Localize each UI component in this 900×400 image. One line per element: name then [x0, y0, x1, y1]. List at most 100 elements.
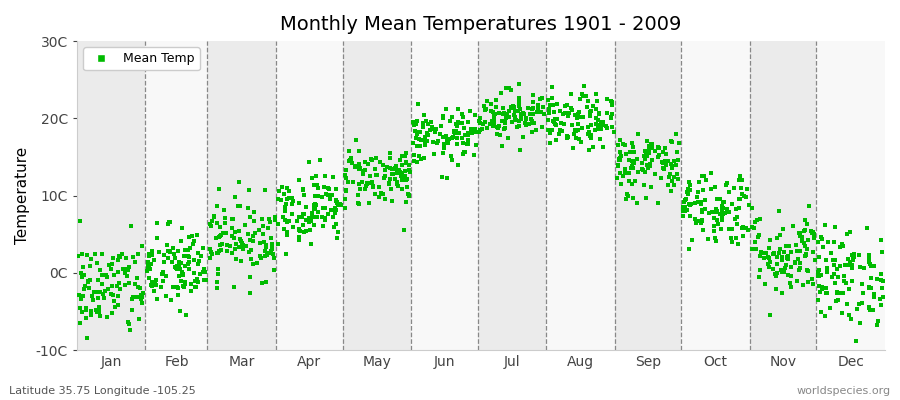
Point [580, 104, 595, 110]
Point [676, 204, 690, 211]
Point [292, 234, 306, 241]
Point [508, 114, 522, 121]
Point [307, 182, 321, 188]
Point [795, 238, 809, 245]
Point [867, 263, 881, 270]
Point [665, 165, 680, 171]
Point [427, 126, 441, 132]
Point [772, 232, 787, 238]
Point [418, 134, 432, 140]
Point [651, 144, 665, 150]
Point [531, 102, 545, 108]
Point [141, 264, 156, 270]
Point [844, 262, 859, 268]
Point [604, 98, 618, 104]
Point [92, 309, 106, 315]
Point [545, 118, 560, 124]
Point [436, 144, 451, 150]
Point [296, 185, 310, 192]
Point [125, 306, 140, 313]
Point [724, 201, 739, 207]
Point [858, 265, 872, 271]
Point [514, 116, 528, 122]
Point [612, 156, 626, 163]
Point [639, 152, 653, 159]
Point [508, 116, 522, 123]
Point [780, 254, 795, 260]
Point [407, 158, 421, 164]
Point [248, 209, 262, 215]
Point [295, 221, 310, 228]
Point [655, 159, 670, 166]
Point [820, 290, 834, 297]
Point [484, 118, 499, 124]
Point [178, 279, 193, 285]
Point [177, 247, 192, 253]
Point [563, 105, 578, 111]
Point [418, 138, 432, 144]
Point [135, 243, 149, 249]
Point [571, 127, 585, 134]
Point [108, 304, 122, 311]
Point [734, 173, 748, 179]
Point [402, 169, 417, 175]
Point [365, 182, 380, 189]
Point [694, 220, 708, 226]
Point [255, 280, 269, 286]
Point [285, 200, 300, 207]
Point [490, 124, 504, 130]
Point [828, 280, 842, 286]
Point [171, 285, 185, 292]
Point [662, 171, 677, 178]
Point [513, 106, 527, 112]
Point [480, 98, 494, 104]
Point [81, 277, 95, 284]
Point [257, 187, 272, 194]
Point [410, 143, 425, 150]
Point [565, 145, 580, 151]
Point [135, 299, 149, 306]
Point [73, 305, 87, 311]
Point [569, 134, 583, 141]
Point [560, 102, 574, 109]
Point [533, 96, 547, 102]
Point [446, 128, 461, 134]
Point [368, 154, 382, 161]
Point [786, 223, 800, 229]
Point [676, 213, 690, 220]
Point [731, 240, 745, 247]
Point [638, 147, 652, 154]
Point [427, 150, 441, 157]
Point [502, 85, 517, 92]
Point [210, 250, 224, 256]
Point [284, 195, 299, 201]
Point [483, 108, 498, 114]
Point [318, 205, 332, 212]
Point [261, 225, 275, 232]
Point [395, 153, 410, 159]
Point [717, 210, 732, 216]
Point [584, 131, 598, 138]
Point [152, 249, 166, 255]
Point [588, 127, 602, 133]
Point [445, 156, 459, 163]
Point [326, 174, 340, 180]
Point [683, 181, 698, 188]
Point [550, 101, 564, 108]
Point [728, 216, 742, 222]
Point [444, 152, 458, 159]
Point [118, 270, 132, 276]
Point [282, 188, 296, 194]
Point [229, 256, 243, 263]
Point [385, 170, 400, 177]
Point [861, 255, 876, 262]
Point [495, 118, 509, 124]
Point [352, 160, 366, 167]
Point [860, 225, 874, 231]
Point [217, 220, 231, 226]
Point [541, 126, 555, 133]
Point [500, 111, 514, 117]
Point [625, 140, 639, 146]
Point [735, 233, 750, 240]
Point [144, 260, 158, 267]
